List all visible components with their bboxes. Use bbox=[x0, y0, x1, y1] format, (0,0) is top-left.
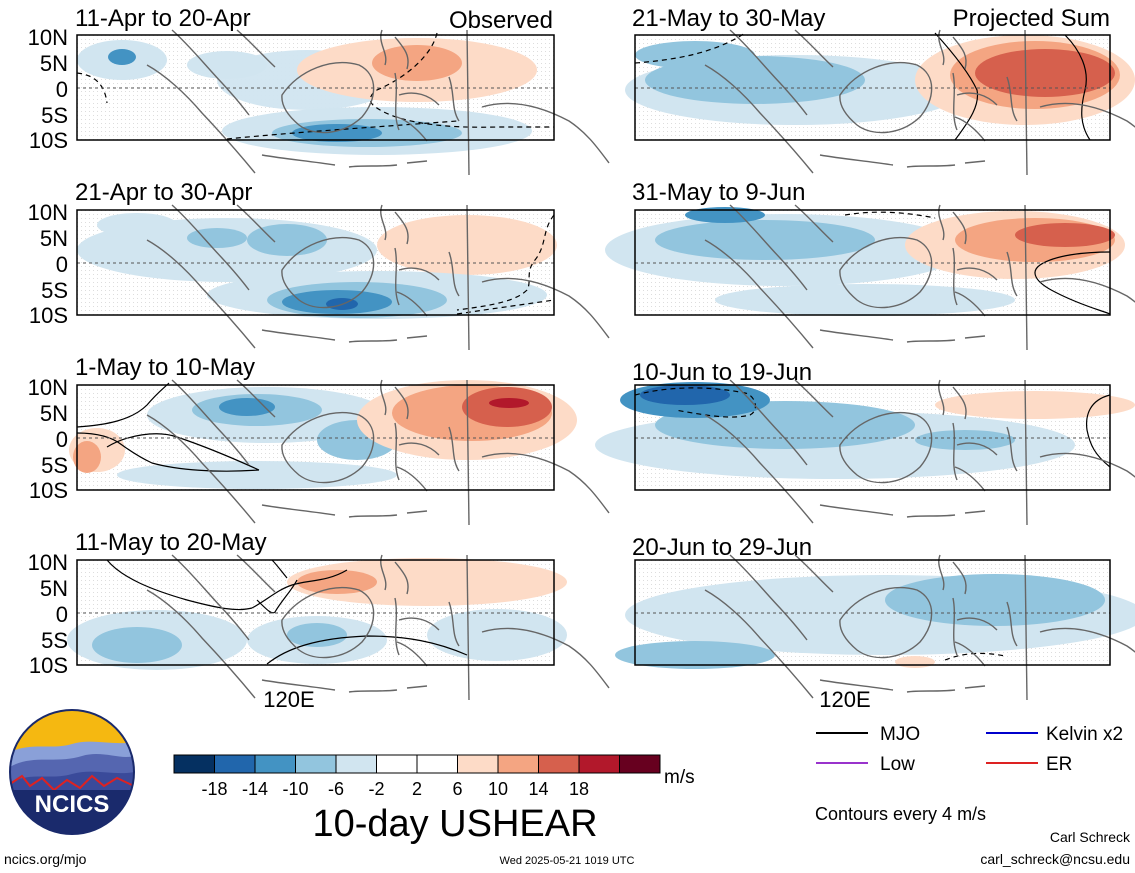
colorbar-swatch bbox=[173, 754, 215, 774]
colorbar-swatch bbox=[497, 754, 539, 774]
colorbar-units: m/s bbox=[664, 767, 695, 788]
colorbar-swatch bbox=[578, 754, 620, 774]
panel-1 bbox=[76, 29, 610, 176]
lat-label-5s: 5S bbox=[41, 278, 68, 303]
lat-label-5s: 5S bbox=[41, 628, 68, 653]
lat-label-10n: 10N bbox=[28, 25, 68, 50]
legend-er-label: ER bbox=[1046, 754, 1072, 775]
footer-email: carl_schreck@ncsu.edu bbox=[980, 851, 1130, 867]
panel-3 bbox=[69, 379, 610, 526]
panel-6 bbox=[605, 204, 1135, 351]
panel-5-title: 21-May to 30-May bbox=[632, 5, 825, 32]
colorbar-tick-label: -2 bbox=[368, 779, 384, 799]
colorbar-tick-label: -6 bbox=[328, 779, 344, 799]
colorbar-tick-label: 18 bbox=[569, 779, 589, 799]
lon-label-left: 120E bbox=[263, 687, 314, 712]
legend-kelvin-label: Kelvin x2 bbox=[1046, 724, 1123, 745]
panel-1-title: 11-Apr to 20-Apr bbox=[75, 5, 251, 32]
contour-note: Contours every 4 m/s bbox=[815, 804, 986, 824]
colorbar-tick-label: 6 bbox=[452, 779, 462, 799]
lat-label-10s: 10S bbox=[29, 303, 68, 328]
footer-url: ncics.org/mjo bbox=[4, 851, 87, 867]
lat-label-5n: 5N bbox=[40, 51, 68, 76]
lat-label-eq: 0 bbox=[56, 77, 68, 102]
colorbar-swatch bbox=[254, 754, 296, 774]
colorbar-swatch bbox=[538, 754, 580, 774]
logo-text: NCICS bbox=[35, 791, 110, 818]
ncics-logo: NCICS bbox=[9, 709, 135, 835]
legend-mjo-label: MJO bbox=[880, 724, 920, 745]
lat-label-eq: 0 bbox=[56, 427, 68, 452]
colorbar-tick-label: 14 bbox=[528, 779, 548, 799]
lat-label-5n: 5N bbox=[40, 576, 68, 601]
panel-3-title: 1-May to 10-May bbox=[75, 354, 255, 381]
lat-label-10n: 10N bbox=[28, 200, 68, 225]
colorbar-tick-label: 10 bbox=[488, 779, 508, 799]
lat-label-10n: 10N bbox=[28, 375, 68, 400]
figure-title: 10-day USHEAR bbox=[312, 803, 597, 845]
footer-timestamp: Wed 2025-05-21 1019 UTC bbox=[500, 855, 635, 867]
colorbar-tick-label: -18 bbox=[201, 779, 227, 799]
lat-label-5n: 5N bbox=[40, 226, 68, 251]
panel-5 bbox=[625, 29, 1135, 176]
panel-7 bbox=[595, 379, 1135, 526]
panel-4-title: 11-May to 20-May bbox=[75, 529, 267, 556]
lat-label-eq: 0 bbox=[56, 252, 68, 277]
legend-low-label: Low bbox=[880, 754, 915, 775]
colorbar-tick-label: -10 bbox=[282, 779, 308, 799]
lat-label-10s: 10S bbox=[29, 128, 68, 153]
projected-sum-label: Projected Sum bbox=[953, 5, 1110, 32]
colorbar-swatch bbox=[376, 754, 418, 774]
panel-8-title: 20-Jun to 29-Jun bbox=[632, 534, 812, 561]
lon-label-right: 120E bbox=[819, 687, 870, 712]
panel-7-title: 10-Jun to 19-Jun bbox=[632, 359, 812, 386]
lat-label-10n: 10N bbox=[28, 550, 68, 575]
colorbar-swatch bbox=[335, 754, 377, 774]
legend: MJO Kelvin x2 Low ER Contours every 4 m/… bbox=[815, 724, 1123, 824]
panel-8 bbox=[615, 554, 1135, 701]
colorbar-swatch bbox=[457, 754, 499, 774]
panel-4 bbox=[67, 554, 610, 701]
lat-label-10s: 10S bbox=[29, 653, 68, 678]
colorbar-tick-label: 2 bbox=[412, 779, 422, 799]
footer-author: Carl Schreck bbox=[1050, 829, 1131, 845]
lat-label-5n: 5N bbox=[40, 401, 68, 426]
lat-label-5s: 5S bbox=[41, 103, 68, 128]
observed-label: Observed bbox=[449, 7, 553, 34]
lat-label-eq: 0 bbox=[56, 602, 68, 627]
colorbar-swatch bbox=[416, 754, 458, 774]
colorbar-swatch bbox=[214, 754, 256, 774]
panel-2-title: 21-Apr to 30-Apr bbox=[75, 179, 252, 206]
panel-6-title: 31-May to 9-Jun bbox=[632, 179, 805, 206]
lat-label-5s: 5S bbox=[41, 453, 68, 478]
lat-label-10s: 10S bbox=[29, 478, 68, 503]
panel-2 bbox=[76, 204, 610, 351]
colorbar: -18 -14 -10 -6 -2 2 6 10 14 18 bbox=[173, 754, 661, 799]
colorbar-tick-label: -14 bbox=[242, 779, 268, 799]
colorbar-swatch bbox=[619, 754, 661, 774]
colorbar-swatch bbox=[295, 754, 337, 774]
